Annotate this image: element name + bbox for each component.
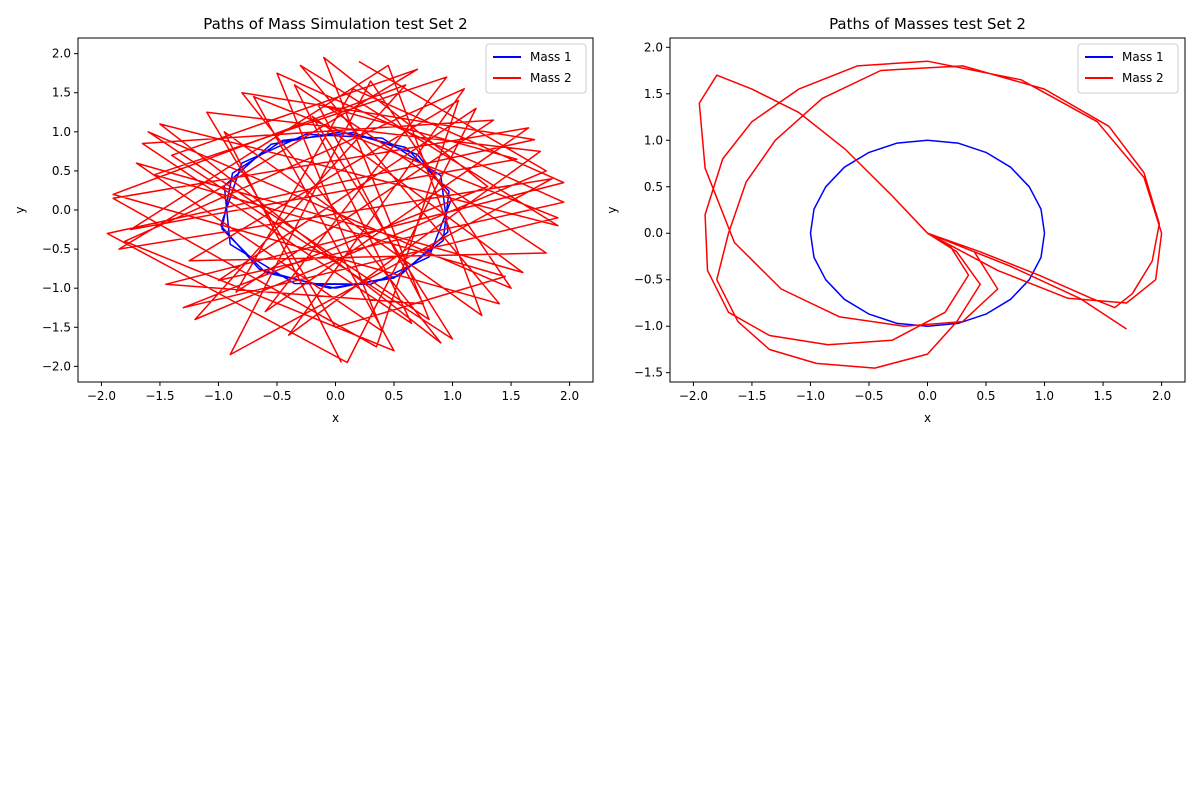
- x-tick-label: 0.0: [918, 389, 937, 403]
- series-group: [106, 56, 565, 364]
- x-tick-label: −1.5: [737, 389, 766, 403]
- series-group: [698, 60, 1163, 369]
- x-tick-label: 2.0: [560, 389, 579, 403]
- x-tick-label: −2.0: [87, 389, 116, 403]
- y-tick-label: 1.5: [644, 87, 663, 101]
- y-axis-label: y: [605, 206, 619, 213]
- x-tick-label: 1.5: [502, 389, 521, 403]
- y-tick-label: 1.5: [52, 86, 71, 100]
- x-tick-label: 0.5: [384, 389, 403, 403]
- series-line-mass-2: [698, 60, 1163, 369]
- x-tick-label: 1.5: [1094, 389, 1113, 403]
- x-tick-label: −0.5: [262, 389, 291, 403]
- x-tick-label: −1.5: [145, 389, 174, 403]
- x-tick-label: 1.0: [1035, 389, 1054, 403]
- y-tick-label: −1.5: [42, 320, 71, 334]
- x-tick-label: 2.0: [1152, 389, 1171, 403]
- chart-title: Paths of Mass Simulation test Set 2: [203, 15, 467, 33]
- y-tick-label: −0.5: [634, 273, 663, 287]
- x-axis-label: x: [332, 411, 339, 425]
- legend: Mass 1 Mass 2: [1077, 43, 1179, 94]
- y-tick-label: 1.0: [52, 125, 71, 139]
- series-line-mass-1: [809, 139, 1046, 327]
- y-tick-label: 2.0: [52, 47, 71, 61]
- y-tick-label: −1.5: [634, 366, 663, 380]
- x-axis-label: x: [924, 411, 931, 425]
- legend-label: Mass 1: [1122, 50, 1164, 64]
- y-tick-label: −2.0: [42, 359, 71, 373]
- x-tick-label: −0.5: [854, 389, 883, 403]
- y-tick-label: 0.0: [52, 203, 71, 217]
- x-tick-label: −1.0: [796, 389, 825, 403]
- legend: Mass 1 Mass 2: [485, 43, 587, 94]
- x-tick-label: 1.0: [443, 389, 462, 403]
- legend-label: Mass 2: [1122, 71, 1164, 85]
- legend-label: Mass 2: [530, 71, 572, 85]
- x-tick-label: 0.0: [326, 389, 345, 403]
- x-tick-label: −1.0: [204, 389, 233, 403]
- y-tick-label: 1.0: [644, 133, 663, 147]
- chart-title: Paths of Masses test Set 2: [829, 15, 1026, 33]
- y-tick-label: 2.0: [644, 40, 663, 54]
- legend-label: Mass 1: [530, 50, 572, 64]
- chart-2: −2.0 −1.5 −1.0 −0.5 0.0 0.5 1.0 1.5 2.0 −1.5 −1.0 −…: [605, 15, 1186, 425]
- chart-1: −2.0 −1.5 −1.0 −0.5 0.0 0.5 1.0 1.5 2.0 −2.0 −1.5 −…: [13, 15, 594, 425]
- y-tick-label: 0.5: [52, 164, 71, 178]
- y-tick-label: −0.5: [42, 242, 71, 256]
- y-tick-label: −1.0: [634, 319, 663, 333]
- y-tick-label: 0.5: [644, 180, 663, 194]
- y-tick-label: 0.0: [644, 226, 663, 240]
- y-axis-label: y: [13, 206, 27, 213]
- series-line-mass-2: [106, 56, 565, 364]
- x-tick-label: 0.5: [976, 389, 995, 403]
- x-tick-label: −2.0: [679, 389, 708, 403]
- y-tick-label: −1.0: [42, 281, 71, 295]
